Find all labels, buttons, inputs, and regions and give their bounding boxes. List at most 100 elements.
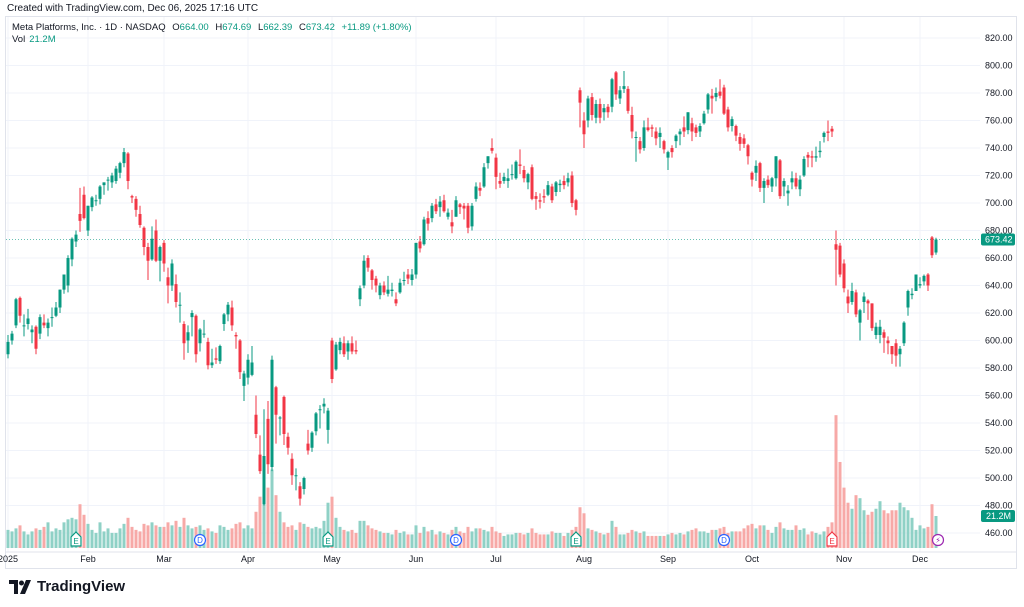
volume-bar	[642, 531, 646, 548]
candle-body	[330, 340, 334, 379]
y-tick-label: 580.00	[985, 363, 1013, 373]
candle-body	[222, 314, 226, 324]
candle-body	[118, 163, 122, 173]
candle	[822, 131, 826, 143]
last-price-label: 673.42	[985, 235, 1013, 245]
volume-bar	[678, 532, 682, 548]
candle	[146, 242, 150, 280]
upcoming-marker[interactable]: ⚡	[931, 533, 945, 547]
volume-bar	[102, 531, 106, 548]
candle	[214, 347, 218, 364]
candle	[278, 416, 282, 436]
candle	[190, 310, 194, 337]
candle-body	[778, 160, 782, 197]
y-tick-label: 460.00	[985, 528, 1013, 538]
candle	[534, 192, 538, 210]
candle	[270, 355, 274, 472]
candle-body	[666, 152, 670, 158]
earnings-marker[interactable]: E	[570, 531, 582, 547]
time-axis[interactable]: 2025 Feb Mar Apr May Jun Jul Aug Sep Oct Nov Dec	[0, 554, 928, 564]
volume-bar	[650, 535, 654, 548]
candle-body	[890, 346, 894, 355]
candle-body	[806, 154, 810, 158]
volume-bar	[542, 534, 546, 548]
tradingview-logo[interactable]: TradingView	[9, 578, 125, 595]
candle	[898, 346, 902, 367]
candle-body	[794, 178, 798, 187]
candle	[566, 172, 570, 187]
candle-body	[226, 304, 230, 315]
earnings-marker[interactable]: E	[826, 531, 838, 547]
volume-bar	[62, 522, 66, 548]
candle	[470, 203, 474, 231]
candle-body	[542, 196, 546, 198]
candle-body	[718, 91, 722, 96]
y-tick-label: 640.00	[985, 281, 1013, 291]
volume-bar	[230, 528, 234, 548]
volume-bar	[502, 535, 506, 548]
earnings-marker[interactable]: E	[70, 531, 82, 547]
candle-body	[394, 299, 398, 304]
candle-body	[594, 104, 598, 118]
candle	[158, 245, 162, 282]
candle	[738, 132, 742, 151]
volume-bar	[638, 532, 642, 548]
candle-body	[894, 343, 898, 356]
candle-body	[726, 109, 730, 128]
candle	[306, 429, 310, 455]
candle	[262, 409, 266, 506]
dividend-marker[interactable]: D	[717, 533, 731, 547]
candle-body	[54, 307, 58, 316]
candle-body	[134, 198, 138, 210]
volume-bar	[802, 528, 806, 548]
candle	[422, 216, 426, 246]
volume-bar	[354, 532, 358, 548]
candle-body	[870, 303, 874, 329]
candle-body	[574, 200, 578, 210]
volume-label[interactable]: Vol	[12, 34, 26, 45]
candle-body	[358, 288, 362, 300]
volume-bar	[698, 531, 702, 548]
candle-body	[602, 108, 606, 113]
volume-bar	[530, 528, 534, 548]
candle	[230, 300, 234, 331]
candle	[666, 150, 670, 170]
volume-bar	[526, 532, 530, 548]
volume-bar	[586, 528, 590, 548]
candle	[758, 161, 762, 192]
earnings-marker[interactable]: E	[322, 531, 334, 547]
candle-body	[34, 326, 38, 349]
candle	[894, 339, 898, 367]
volume-bar	[834, 415, 838, 548]
x-tick-label: Mar	[156, 554, 172, 564]
candle	[690, 117, 694, 142]
candle	[110, 172, 114, 188]
candle	[138, 205, 142, 228]
earnings-label: E	[73, 537, 78, 546]
candle	[546, 181, 550, 197]
candle	[886, 336, 890, 355]
candle-body	[490, 148, 494, 151]
dividend-label: D	[453, 536, 459, 545]
volume-bar	[782, 528, 786, 548]
volume-bar	[6, 529, 10, 548]
candle-body	[606, 106, 610, 113]
volume-bar	[918, 525, 922, 548]
dividend-marker[interactable]: D	[449, 533, 463, 547]
candle	[82, 186, 86, 220]
candle-body	[442, 200, 446, 212]
volume-bar	[562, 535, 566, 548]
y-tick-label: 540.00	[985, 418, 1013, 428]
volume-bar	[438, 531, 442, 548]
candle-body	[810, 156, 814, 158]
candle	[6, 335, 10, 359]
candle-body	[458, 204, 462, 208]
price-axis[interactable]: 820.00 800.00 780.00 760.00 740.00 720.00 700.…	[985, 33, 1013, 538]
volume-bar	[442, 532, 446, 548]
candle-body	[114, 168, 118, 181]
candle-body	[202, 333, 206, 335]
volume-bar	[70, 517, 74, 548]
dividend-marker[interactable]: D	[193, 533, 207, 547]
symbol-title[interactable]: Meta Platforms, Inc. · 1D · NASDAQ	[12, 22, 166, 33]
